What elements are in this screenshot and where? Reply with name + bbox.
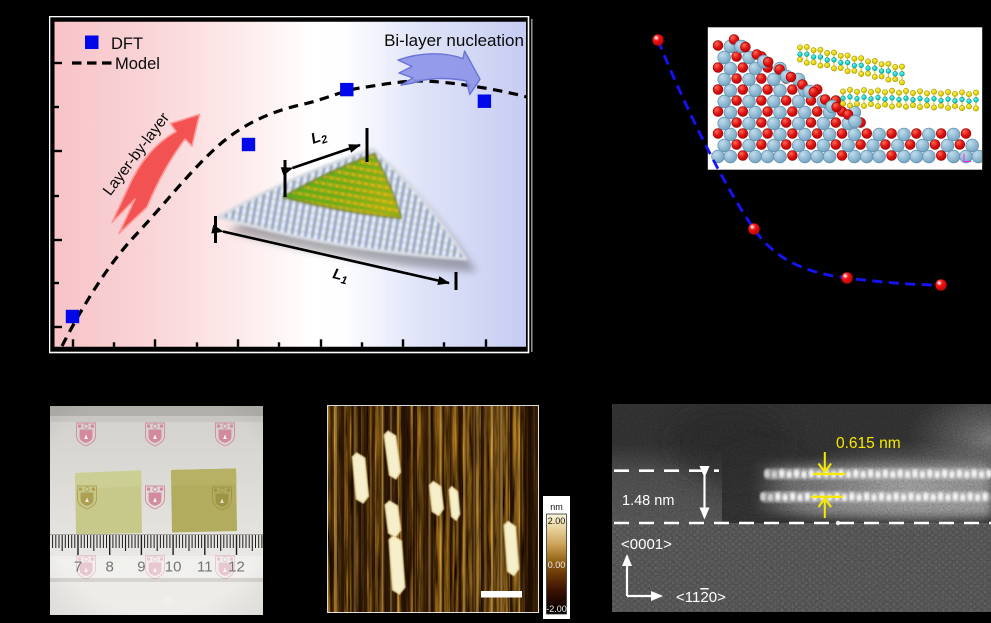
svg-text:1.48 nm: 1.48 nm — [622, 493, 674, 509]
svg-text:Bi-layer nucleation: Bi-layer nucleation — [384, 31, 524, 50]
svg-text:nm: nm — [550, 502, 563, 512]
svg-text:-2.00: -2.00 — [546, 604, 567, 614]
svg-text:<0001>: <0001> — [621, 536, 672, 553]
svg-text:0.615 nm: 0.615 nm — [836, 435, 901, 452]
svg-text:<1120>: <1120> — [676, 589, 726, 606]
svg-text:0.00: 0.00 — [548, 560, 566, 570]
svg-text:DFT: DFT — [111, 35, 143, 53]
svg-text:2.00: 2.00 — [548, 516, 566, 526]
svg-text:Model: Model — [115, 55, 160, 73]
